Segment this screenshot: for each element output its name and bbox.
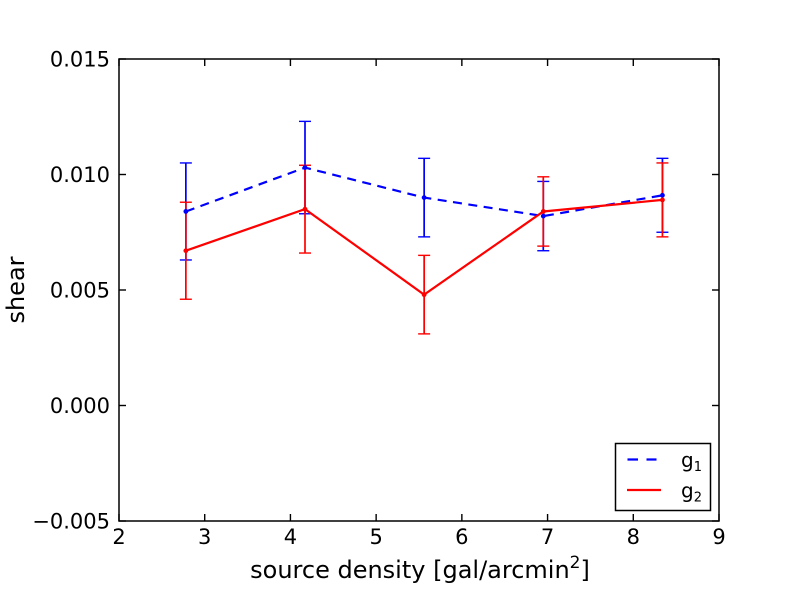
y-tick-label: 0.005: [50, 279, 110, 303]
legend-label-g2-subscript: 2: [694, 491, 702, 506]
x-tick-label: 3: [198, 525, 211, 549]
y-axis-ticks: −0.005 0.000 0.005 0.010 0.015: [32, 48, 719, 534]
x-axis-ticks: 2 3 4 5 6 7 8 9: [112, 59, 726, 549]
x-tick-label: 7: [541, 525, 554, 549]
x-axis-label: source density [gal/arcmin2]: [250, 553, 590, 584]
legend: g1 g2: [614, 442, 712, 512]
y-tick-label: 0.015: [50, 48, 110, 72]
data-point-g2: [540, 209, 546, 214]
x-tick-label: 4: [284, 525, 297, 549]
x-axis-label-suffix: ]: [580, 556, 589, 584]
legend-item-g2: g2: [627, 479, 702, 506]
x-tick-label: 9: [712, 525, 725, 549]
legend-label-g1-main: g: [681, 448, 694, 472]
legend-label-g2-main: g: [681, 479, 694, 503]
data-point-g1: [660, 192, 665, 198]
data-point-g2: [302, 206, 308, 212]
legend-box: [614, 442, 712, 512]
x-tick-label: 2: [112, 525, 125, 549]
legend-label-g1: g1: [681, 448, 702, 475]
legend-label-g1-subscript: 1: [694, 460, 702, 475]
y-tick-label: −0.005: [32, 510, 110, 534]
y-tick-label: 0.010: [50, 163, 110, 187]
data-point-g1: [302, 165, 308, 170]
x-tick-label: 5: [369, 525, 382, 549]
data-point-g1: [183, 209, 189, 214]
y-axis-label: shear: [2, 256, 30, 323]
data-point-g2: [421, 292, 427, 298]
legend-item-g1: g1: [627, 448, 702, 475]
data-point-g1: [540, 213, 546, 219]
legend-label-g2: g2: [681, 479, 702, 506]
x-tick-label: 8: [627, 525, 640, 549]
x-axis-label-superscript: 2: [570, 553, 581, 573]
x-tick-label: 6: [455, 525, 468, 549]
data-point-g1: [421, 195, 427, 201]
x-axis-label-text: source density [gal/arcmin: [250, 556, 570, 584]
data-point-g2: [183, 248, 189, 254]
series-marker-layer: [183, 165, 665, 298]
y-tick-label: 0.000: [50, 394, 110, 418]
data-point-g2: [660, 197, 665, 203]
